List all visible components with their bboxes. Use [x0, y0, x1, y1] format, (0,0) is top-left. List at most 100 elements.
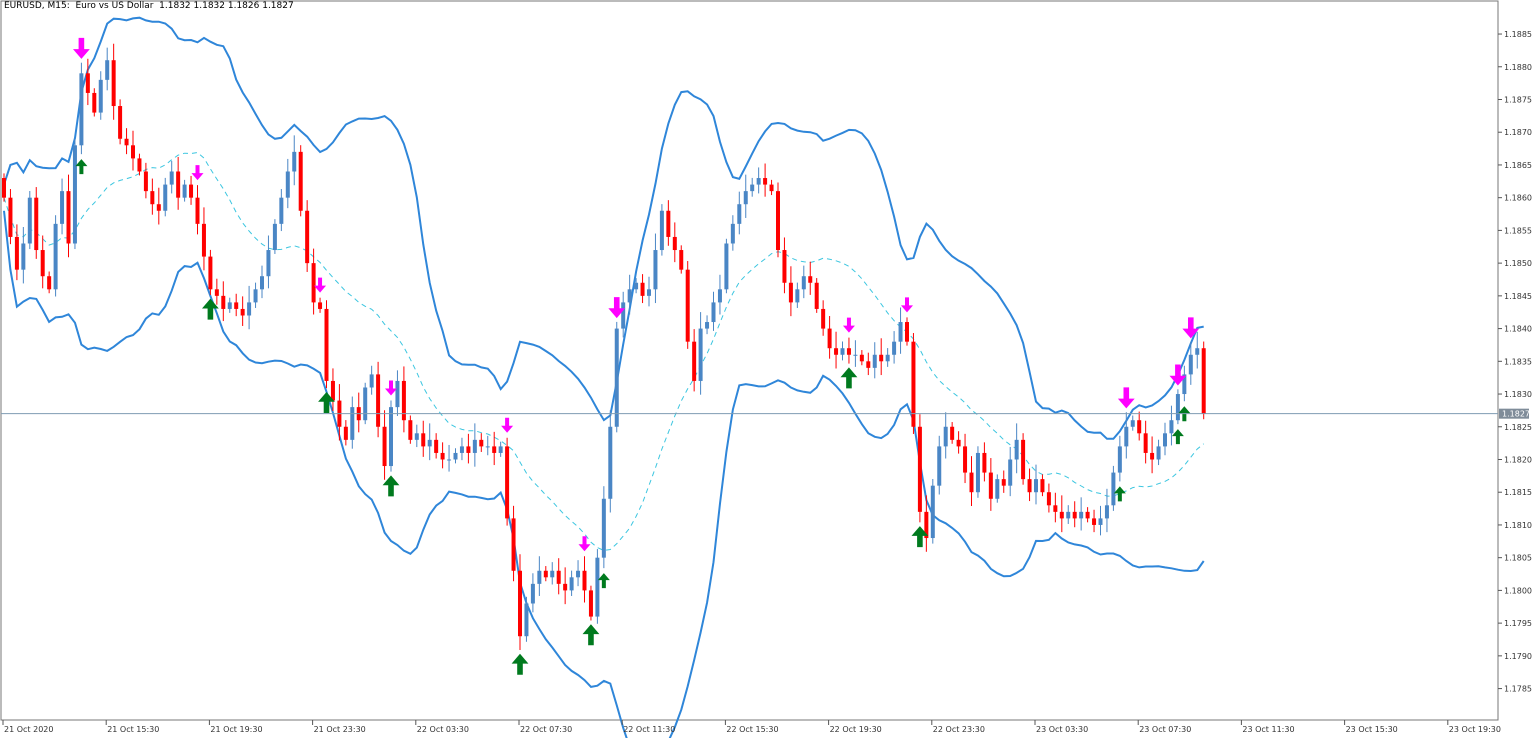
- candle-body: [776, 191, 780, 251]
- candle: [724, 238, 729, 294]
- candle-body: [763, 178, 768, 185]
- x-tick-label: 21 Oct 23:30: [314, 725, 366, 734]
- candle-body: [279, 197, 284, 224]
- candle-body: [118, 106, 123, 139]
- candle: [937, 435, 942, 495]
- candle: [814, 278, 819, 313]
- candle: [272, 219, 277, 254]
- candle: [782, 237, 787, 294]
- candle-body: [395, 380, 400, 408]
- y-tick-label: 1.1870: [1504, 128, 1532, 137]
- candle: [659, 204, 664, 256]
- candle: [556, 558, 561, 595]
- candle: [550, 562, 555, 585]
- candle-body: [363, 387, 368, 421]
- candle: [1117, 435, 1122, 482]
- candle-body: [627, 289, 632, 303]
- candle-body: [421, 433, 426, 447]
- arrow-down-icon: [608, 297, 626, 319]
- candle: [647, 276, 651, 307]
- candle-body: [621, 302, 626, 329]
- candle-body: [988, 472, 993, 499]
- candle-body: [1169, 420, 1174, 434]
- candle: [930, 478, 935, 544]
- candle: [685, 261, 690, 349]
- candle-body: [1188, 354, 1193, 375]
- candle-body: [453, 452, 458, 460]
- candle: [311, 248, 316, 315]
- candle-body: [892, 341, 897, 355]
- candle-body: [717, 289, 722, 303]
- candle: [176, 156, 181, 210]
- candle: [324, 300, 329, 389]
- candle-body: [950, 426, 955, 440]
- arrow-up-icon: [75, 159, 88, 175]
- x-tick-label: 23 Oct 19:30: [1449, 725, 1501, 734]
- y-tick-label: 1.1860: [1504, 194, 1532, 203]
- candle-body: [176, 171, 181, 198]
- price-axis[interactable]: 1.1885 1.1880 1.1875 1.1870 1.1865 1.1860 1.18…: [1498, 30, 1532, 694]
- candle: [292, 135, 297, 186]
- candle-body: [1059, 511, 1064, 519]
- candle-body: [814, 282, 819, 309]
- time-axis[interactable]: 21 Oct 2020 21 Oct 15:30 21 Oct 19:30 21 Oc…: [2, 720, 1536, 734]
- candle-body: [105, 60, 110, 80]
- candle-body: [14, 236, 19, 270]
- candle: [563, 567, 568, 605]
- candle-body: [788, 282, 793, 303]
- y-tick-label: 1.1830: [1504, 390, 1532, 399]
- candle: [285, 158, 290, 209]
- candle: [1066, 505, 1071, 524]
- candle: [389, 400, 393, 472]
- candle-body: [937, 446, 942, 486]
- candle: [692, 329, 697, 392]
- candle: [730, 215, 735, 251]
- candle-body: [195, 197, 200, 224]
- candle-body: [376, 374, 381, 427]
- candle-body: [724, 243, 729, 290]
- candle: [401, 366, 406, 433]
- candle: [595, 549, 600, 624]
- candle: [1111, 465, 1116, 511]
- candle-body: [189, 184, 194, 198]
- candle: [40, 235, 45, 289]
- x-tick-label: 22 Oct 11:30: [623, 725, 675, 734]
- candle-body: [511, 518, 516, 571]
- candle: [1059, 495, 1064, 533]
- candle-body: [879, 354, 884, 362]
- candle: [846, 337, 851, 364]
- candle-body: [634, 282, 639, 290]
- candle: [124, 128, 129, 155]
- candle: [537, 556, 542, 596]
- x-tick-label: 23 Oct 15:30: [1346, 725, 1398, 734]
- candle-body: [214, 289, 219, 296]
- candle-body: [666, 210, 671, 237]
- candle-body: [679, 250, 684, 270]
- candle: [382, 410, 387, 480]
- candle: [943, 412, 948, 459]
- candle: [1104, 488, 1109, 533]
- candle-body: [208, 256, 213, 290]
- candle-body: [956, 439, 961, 447]
- candle: [376, 361, 381, 438]
- candle-body: [885, 354, 890, 362]
- candle: [763, 163, 768, 197]
- candle: [808, 261, 813, 295]
- candle: [27, 190, 32, 250]
- candle: [821, 300, 826, 336]
- candle: [1008, 446, 1013, 497]
- candle-body: [505, 446, 510, 519]
- arrow-up-icon: [202, 298, 219, 320]
- candle-body: [98, 79, 103, 113]
- current-price-line: 1.1827: [1, 408, 1530, 419]
- candle-body: [685, 269, 690, 342]
- y-tick-label: 1.1835: [1504, 357, 1532, 366]
- candle: [1001, 470, 1006, 493]
- candle: [588, 585, 593, 621]
- candle-body: [1137, 420, 1142, 434]
- x-tick-label: 21 Oct 19:30: [210, 725, 262, 734]
- candle-body: [756, 178, 761, 185]
- candle: [1169, 405, 1174, 446]
- candle: [234, 293, 239, 317]
